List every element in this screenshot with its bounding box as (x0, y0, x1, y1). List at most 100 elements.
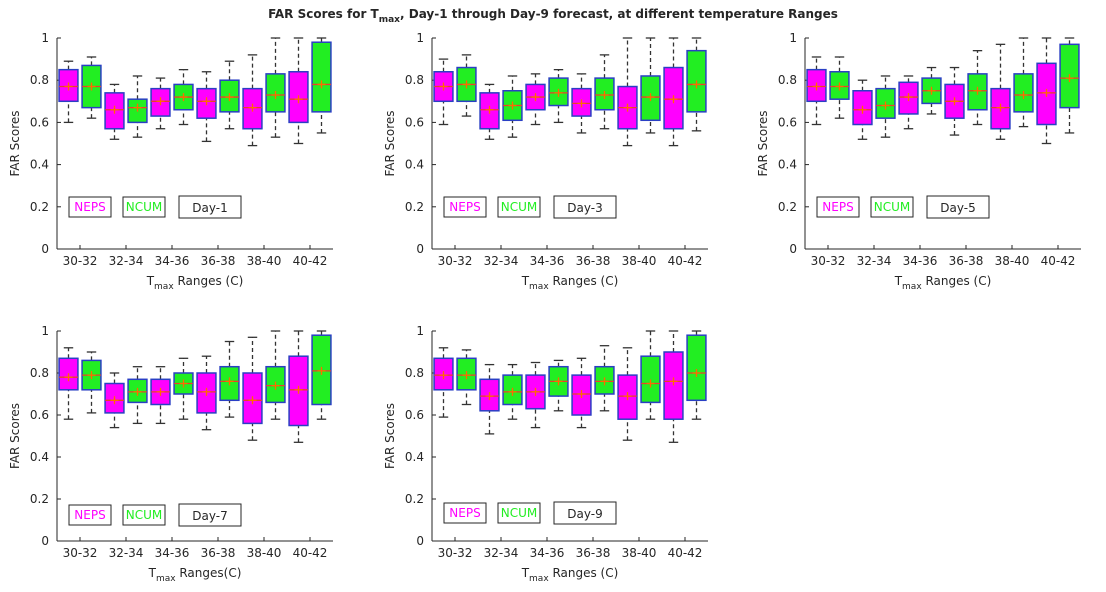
y-axis-label: FAR Scores (756, 110, 770, 176)
x-tick-label: 32-34 (484, 254, 519, 268)
panel-label-box (178, 503, 242, 527)
legend-label: NEPS (822, 200, 853, 214)
x-tick-label: 40-42 (668, 254, 703, 268)
panel-label: Day-3 (567, 201, 602, 215)
subplot: 0 0.2 0.4 0.6 0.8 1 30-32 32-34 34-36 36-38 38-40 4… (383, 31, 708, 292)
mean-marker (950, 97, 959, 106)
x-label-part: T (148, 566, 157, 580)
y-tick-label: 0.2 (405, 200, 424, 214)
mean-marker (600, 377, 609, 386)
subplot: 0 0.2 0.4 0.6 0.8 1 30-32 32-34 34-36 36-38 38-40 4… (383, 324, 708, 584)
mean-marker (858, 105, 867, 114)
mean-marker (1042, 88, 1051, 97)
mean-marker (554, 377, 563, 386)
x-label-part: Ranges (C) (174, 274, 244, 288)
y-tick-label: 0.8 (30, 73, 49, 87)
y-tick-label: 0.8 (405, 366, 424, 380)
y-tick-label: 0.8 (30, 366, 49, 380)
mean-marker (64, 82, 73, 91)
mean-marker (462, 80, 471, 89)
legend-label: NCUM (874, 200, 911, 214)
mean-marker (508, 101, 517, 110)
x-label-part: T (894, 274, 903, 288)
legend-label: NCUM (501, 200, 538, 214)
x-axis-label: Tmax Ranges (C) (521, 566, 619, 584)
mean-marker (133, 103, 142, 112)
mean-marker (294, 385, 303, 394)
y-axis-label: FAR Scores (8, 110, 22, 176)
mean-marker (485, 392, 494, 401)
x-tick-label: 30-32 (63, 546, 98, 560)
y-tick-label: 0.2 (30, 200, 49, 214)
mean-marker (577, 99, 586, 108)
mean-marker (812, 82, 821, 91)
panel-label: Day-9 (567, 507, 602, 521)
mean-marker (133, 387, 142, 396)
x-tick-label: 40-42 (293, 546, 328, 560)
mean-marker (294, 95, 303, 104)
title-part: , Day-1 through Day-9 forecast, at diffe… (400, 7, 838, 21)
mean-marker (248, 103, 257, 112)
legend-label: NCUM (501, 506, 538, 520)
mean-marker (669, 377, 678, 386)
legend-box (870, 196, 914, 218)
legend-box (443, 502, 487, 524)
mean-marker (202, 387, 211, 396)
x-tick-label: 30-32 (63, 254, 98, 268)
x-tick-label: 32-34 (109, 254, 144, 268)
y-axis-label: FAR Scores (383, 110, 397, 176)
mean-marker (508, 387, 517, 396)
x-tick-label: 36-38 (576, 254, 611, 268)
mean-marker (600, 90, 609, 99)
mean-marker (64, 373, 73, 382)
y-tick-label: 0.8 (778, 73, 797, 87)
mean-marker (225, 93, 234, 102)
mean-marker (439, 82, 448, 91)
y-tick-label: 0.4 (405, 450, 424, 464)
mean-marker (485, 105, 494, 114)
mean-marker (646, 379, 655, 388)
mean-marker (531, 93, 540, 102)
y-tick-label: 0.6 (405, 408, 424, 422)
x-label-subscript: max (529, 574, 549, 584)
y-tick-label: 0.6 (405, 115, 424, 129)
x-tick-label: 34-36 (155, 546, 190, 560)
legend-box (122, 196, 166, 218)
mean-marker (531, 387, 540, 396)
x-label-part: T (146, 274, 155, 288)
legend-label: NEPS (74, 200, 105, 214)
y-tick-label: 1 (41, 31, 49, 45)
y-tick-label: 0.2 (405, 492, 424, 506)
x-tick-label: 38-40 (247, 254, 282, 268)
mean-marker (87, 82, 96, 91)
x-tick-label: 32-34 (857, 254, 892, 268)
y-tick-label: 0.6 (30, 408, 49, 422)
legend-box (497, 196, 541, 218)
mean-marker (927, 86, 936, 95)
x-axis-label: Tmax Ranges(C) (148, 566, 242, 584)
mean-marker (225, 377, 234, 386)
box (311, 41, 332, 113)
y-tick-label: 1 (416, 31, 424, 45)
x-label-subscript: max (154, 282, 174, 292)
y-tick-label: 0.4 (778, 158, 797, 172)
legend-box (443, 196, 487, 218)
y-tick-label: 0.6 (30, 115, 49, 129)
y-tick-label: 0.6 (778, 115, 797, 129)
panel-label: Day-7 (192, 509, 227, 523)
mean-marker (156, 97, 165, 106)
mean-marker (317, 366, 326, 375)
x-tick-label: 30-32 (811, 254, 846, 268)
box (686, 334, 707, 402)
x-axis-label: Tmax Ranges (C) (146, 274, 244, 292)
x-label-part: T (521, 274, 530, 288)
mean-marker (439, 371, 448, 380)
mean-marker (317, 80, 326, 89)
y-tick-label: 0.2 (30, 492, 49, 506)
x-label-part: Ranges (C) (549, 274, 619, 288)
box (640, 355, 661, 404)
mean-marker (881, 101, 890, 110)
mean-marker (623, 103, 632, 112)
